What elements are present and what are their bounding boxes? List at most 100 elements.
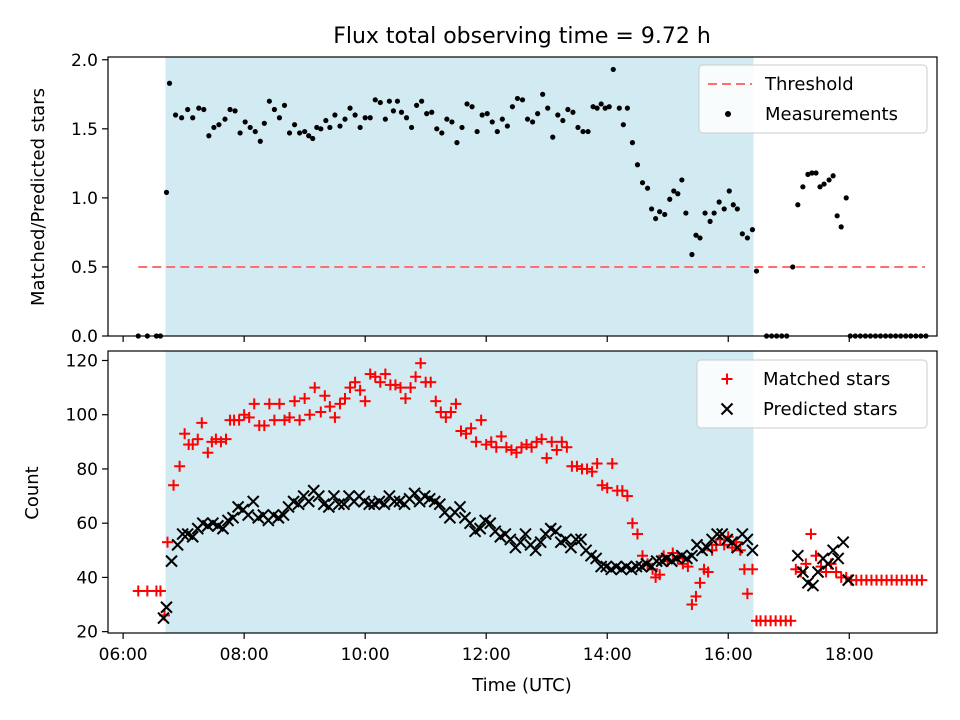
measurement-point: [817, 184, 823, 190]
bottom-panel: 20 40 60 80 100 120 06:00 08:00 10:00 12:00 14:00…: [22, 350, 938, 696]
matched-star-point: [233, 414, 245, 426]
measurement-point: [730, 202, 736, 208]
measurement-point: [555, 112, 561, 118]
matched-star-point: [626, 517, 638, 529]
matched-star-point: [304, 409, 316, 421]
matched-marker: [721, 373, 733, 385]
top-y-tick-label: 1.0: [71, 189, 98, 209]
matched-star-point: [268, 414, 280, 426]
matched-star-point: [400, 392, 412, 404]
predicted-star-point: [327, 489, 341, 503]
measurement-point: [403, 115, 410, 121]
measurement-point: [504, 123, 510, 129]
legend-measurements-label: Measurements: [765, 104, 898, 125]
predicted-star-point: [332, 497, 346, 511]
bottom-y-tick-label: 40: [76, 568, 98, 588]
predicted-star-point: [519, 527, 532, 541]
measurement-point: [211, 124, 217, 131]
measurement-point: [662, 211, 668, 218]
predicted-star-point: [302, 495, 315, 508]
predicted-star-point: [322, 500, 336, 514]
measurement-point: [550, 134, 556, 140]
matched-star-point: [795, 566, 807, 578]
predicted-stars-series: [157, 484, 855, 625]
matched-star-point: [526, 441, 538, 453]
bottom-y-axis-label: Count: [22, 466, 43, 519]
measurement-point: [332, 112, 338, 118]
measurement-point: [834, 213, 840, 219]
matched-star-point: [410, 371, 422, 383]
predicted-star-point: [160, 601, 173, 614]
predicted-star-point: [453, 500, 467, 514]
measurement-point: [565, 106, 571, 113]
measurement-point: [386, 98, 392, 104]
measurement-point: [702, 210, 708, 216]
measurement-point: [242, 119, 248, 125]
measurement-point: [444, 116, 450, 122]
measurement-point: [342, 116, 348, 122]
measurement-point: [671, 188, 677, 194]
measurement-point: [606, 104, 612, 110]
matched-star-point: [359, 395, 371, 407]
measurement-point: [377, 99, 383, 106]
matched-star-point: [394, 382, 406, 394]
bottom-y-tick-label: 60: [76, 514, 98, 534]
top-shaded-span: [165, 57, 754, 336]
matched-star-point: [606, 458, 618, 470]
matched-star-point: [315, 406, 327, 418]
measurement-point: [813, 170, 819, 176]
matched-star-point: [339, 392, 351, 404]
measurement-point: [716, 199, 722, 205]
measurement-point: [838, 224, 844, 230]
measurement-point: [494, 128, 500, 135]
matched-star-point: [299, 392, 311, 404]
measurement-point: [394, 98, 401, 104]
matched-star-point: [425, 376, 437, 388]
measurement-point: [252, 128, 258, 135]
legend-measurements-swatch: [725, 111, 731, 117]
predicted-star-point: [700, 541, 714, 554]
measurement-point: [261, 120, 267, 126]
measurement-point: [545, 105, 551, 111]
measurement-point: [675, 191, 681, 197]
predicted-star-point: [837, 535, 850, 549]
measurement-point: [679, 177, 685, 183]
matched-star-point: [349, 376, 361, 388]
measurement-point: [357, 124, 363, 131]
legend-matched-swatch: [721, 373, 733, 385]
measurement-point: [281, 102, 288, 108]
predicted-star-point: [165, 554, 178, 568]
predicted-star-point: [710, 527, 724, 541]
top-legend-box: [698, 64, 928, 134]
measurement-point: [499, 116, 505, 122]
measurement-point: [306, 133, 312, 139]
legend-predicted-swatch: [720, 402, 734, 416]
bottom-x-ticks: 06:00 08:00 10:00 12:00 14:00 16:00 18:00: [99, 633, 874, 665]
measurement-point: [362, 115, 368, 121]
matched-star-point: [694, 577, 706, 589]
matched-star-point: [179, 428, 191, 440]
matched-star-point: [686, 599, 698, 611]
bottom-legend: Matched stars Predicted stars: [696, 359, 928, 429]
measurement-point: [227, 106, 233, 113]
measurement-point: [302, 128, 308, 135]
predicted-star-point: [746, 544, 759, 557]
matched-star-point: [187, 439, 199, 451]
predicted-star-point: [564, 541, 578, 554]
predicted-star-point: [559, 533, 573, 546]
measurement-point: [653, 215, 659, 222]
predicted-star-point: [176, 527, 189, 541]
matched-star-point: [220, 433, 232, 445]
top-y-tick-label: 0.0: [71, 327, 98, 347]
matched-star-point: [405, 382, 417, 394]
matched-star-point: [445, 406, 457, 418]
predicted-star-point: [504, 533, 517, 546]
bottom-legend-box: [696, 359, 928, 429]
measurement-point: [639, 180, 646, 186]
measurement-point: [419, 98, 425, 104]
matched-star-point: [450, 398, 462, 410]
x-tick-label: 14:00: [583, 645, 632, 665]
matched-star-point: [243, 411, 255, 423]
measurement-point: [347, 105, 353, 111]
